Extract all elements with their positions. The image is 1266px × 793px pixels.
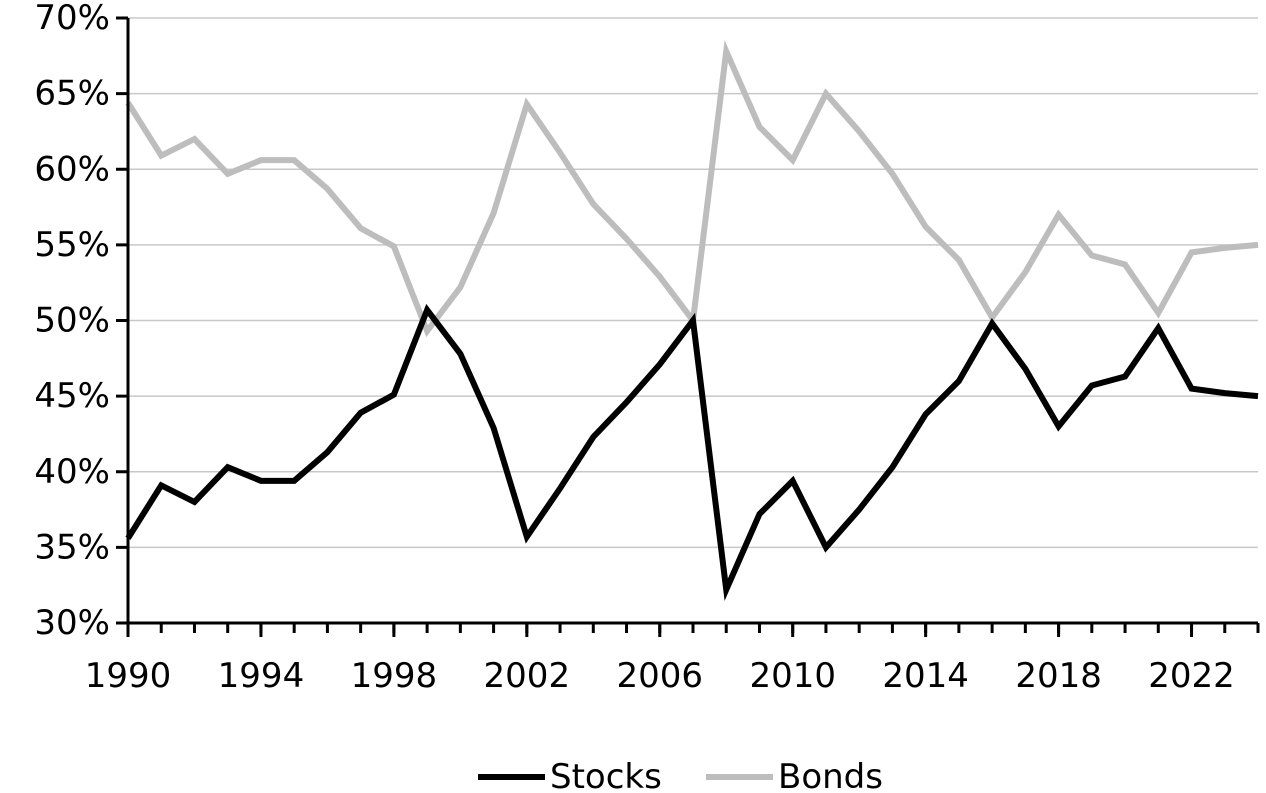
x-tick-label: 1998 (351, 656, 438, 696)
x-tick-label: 2010 (749, 656, 836, 696)
y-tick-label: 55% (34, 225, 110, 265)
x-tick-label: 2018 (1015, 656, 1102, 696)
x-tick-label: 2006 (616, 656, 703, 696)
legend-label-stocks: Stocks (550, 757, 662, 793)
y-tick-label: 40% (34, 452, 110, 492)
y-tick-label: 45% (34, 376, 110, 416)
x-tick-label: 2002 (484, 656, 571, 696)
y-tick-label: 35% (34, 527, 110, 567)
series-lines (125, 40, 1259, 601)
y-tick-label: 65% (34, 74, 110, 114)
y-tick-label: 70% (34, 0, 110, 38)
legend-item-stocks: Stocks (478, 757, 662, 793)
x-tick-label: 1994 (218, 656, 305, 696)
x-tick-label: 2022 (1148, 656, 1235, 696)
legend: Stocks Bonds (478, 757, 883, 793)
x-tick-label: 2014 (882, 656, 969, 696)
legend-item-bonds: Bonds (706, 757, 883, 793)
axes (116, 16, 1260, 637)
series-line-stocks (125, 303, 1259, 601)
gridlines (128, 17, 1258, 549)
legend-label-bonds: Bonds (778, 757, 883, 793)
x-tick-label: 1990 (85, 656, 172, 696)
y-tick-label: 50% (34, 301, 110, 341)
y-tick-label: 30% (34, 603, 110, 643)
y-tick-label: 60% (34, 149, 110, 189)
x-tick-labels: 1990 1994 1998 2002 2006 2010 2014 2018 2022 (85, 656, 1235, 696)
y-tick-labels: 30% 35% 40% 45% 50% 55% 60% 65% 70% (34, 0, 110, 643)
